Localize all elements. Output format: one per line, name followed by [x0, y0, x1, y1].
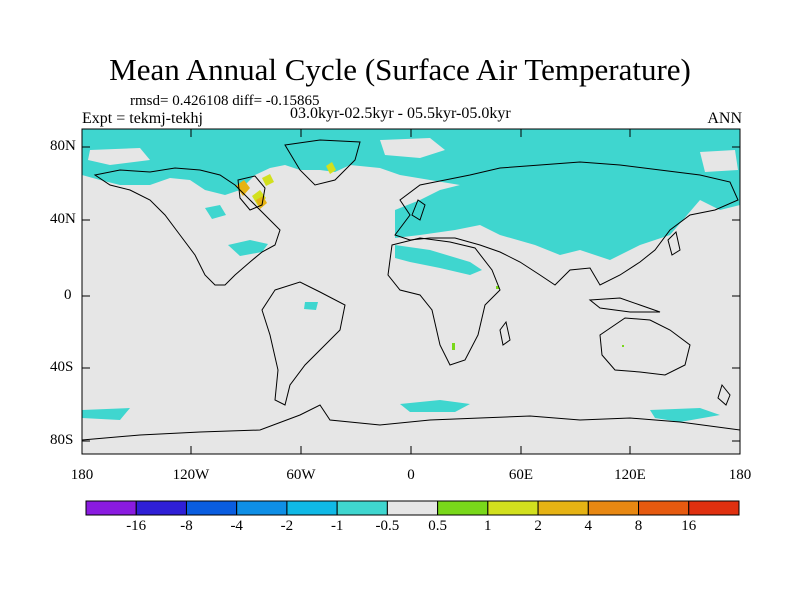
neutral-holes	[88, 138, 738, 172]
colorbar-swatch	[487, 500, 539, 516]
arctic-patch	[262, 174, 274, 186]
colorbar-label: -2	[280, 518, 294, 534]
stats-label: rmsd= 0.426108 diff= -0.15865	[130, 93, 320, 109]
colorbar-label: -8	[180, 518, 193, 534]
colorbar-swatch	[688, 500, 740, 516]
colorbar-swatch	[587, 500, 640, 516]
coastline-greenland	[284, 139, 361, 186]
colorbar-swatch	[437, 500, 489, 516]
neutral-hole-north-atlantic	[380, 138, 445, 158]
coastline-africa	[387, 237, 501, 366]
neutral-hole-alaska	[88, 148, 150, 165]
colorbar-label: 4	[584, 518, 593, 534]
anomaly-negative-regions	[82, 129, 740, 422]
north-america-anomaly-region	[228, 240, 268, 256]
canada-anomaly-patch	[205, 205, 226, 219]
lon-label: 180	[728, 467, 752, 483]
southern-africa-patch	[452, 343, 455, 350]
coastline-south-america	[261, 281, 346, 406]
lat-label: 40N	[50, 211, 76, 227]
lon-label: 60E	[508, 467, 534, 483]
colorbar-swatch	[336, 500, 388, 516]
northern-anomaly-region	[82, 129, 740, 260]
coastline-madagascar	[499, 320, 511, 346]
colorbar-label: 1	[484, 518, 492, 534]
coastline-new-zealand	[717, 383, 731, 406]
experiment-label: Expt = tekmj-tekhj	[82, 110, 203, 127]
coastline-north-america	[93, 167, 281, 286]
southern-ocean-patch-east	[650, 408, 720, 422]
hudson-patch-2	[252, 190, 266, 206]
colorbar-swatch	[286, 500, 338, 516]
colorbar-label: -16	[126, 518, 147, 534]
colorbar-label: -1	[330, 518, 344, 534]
colorbar-label: -4	[230, 518, 243, 534]
colorbar-label: 8	[634, 518, 643, 534]
lon-label: 120E	[614, 467, 646, 483]
period-label: 03.0kyr-02.5kyr - 05.5kyr-05.0kyr	[290, 105, 511, 122]
lon-label: 60W	[286, 467, 316, 483]
lat-label: 40S	[50, 359, 74, 375]
coastline-japan	[667, 231, 681, 256]
coastline-antarctica	[82, 404, 740, 441]
lon-label: 120W	[172, 467, 210, 483]
anomaly-positive-regions	[236, 162, 624, 350]
colorbar-swatch	[85, 500, 137, 516]
colorbar-label: 2	[534, 518, 542, 534]
colorbar-swatch	[185, 500, 238, 516]
colorbar-label: -0.5	[375, 518, 400, 534]
lon-label: 180	[70, 467, 94, 483]
neutral-hole-east-siberia	[700, 150, 738, 172]
season-label: ANN	[707, 110, 742, 127]
coastline-indonesia	[588, 297, 661, 313]
southern-ocean-patch-west	[82, 408, 130, 420]
coastline-great-britain	[411, 199, 426, 221]
colorbar-swatch	[386, 500, 439, 516]
sahara-anomaly-region	[395, 245, 482, 275]
colorbar-swatch	[537, 500, 589, 516]
coastlines	[82, 139, 740, 441]
coastline-australia	[599, 317, 691, 376]
colorbar-swatch	[135, 500, 187, 516]
colorbar-label: 16	[681, 518, 697, 534]
colorbar-swatch	[236, 500, 288, 516]
hudson-patch-1	[236, 180, 250, 196]
coastline-eurasia	[394, 161, 739, 286]
australia-patch	[622, 345, 624, 347]
colorbar-swatch	[638, 500, 690, 516]
lon-label: 0	[407, 467, 415, 483]
colorbar	[85, 500, 740, 516]
southern-ocean-patch-center	[400, 400, 470, 412]
lat-label: 0	[64, 287, 72, 303]
axis-ticks	[82, 129, 740, 454]
lat-label: 80S	[50, 432, 74, 448]
amazon-anomaly-patch	[304, 302, 318, 310]
map-plot-area	[82, 129, 740, 454]
coastline-hudson-bay	[237, 175, 266, 211]
east-africa-patch	[496, 286, 499, 289]
hudson-patch-3	[256, 196, 267, 209]
lat-label: 80N	[50, 138, 76, 154]
colorbar-label: 0.5	[428, 518, 447, 534]
map-title: Mean Annual Cycle (Surface Air Temperatu…	[109, 52, 691, 87]
greenland-patch	[326, 162, 336, 174]
